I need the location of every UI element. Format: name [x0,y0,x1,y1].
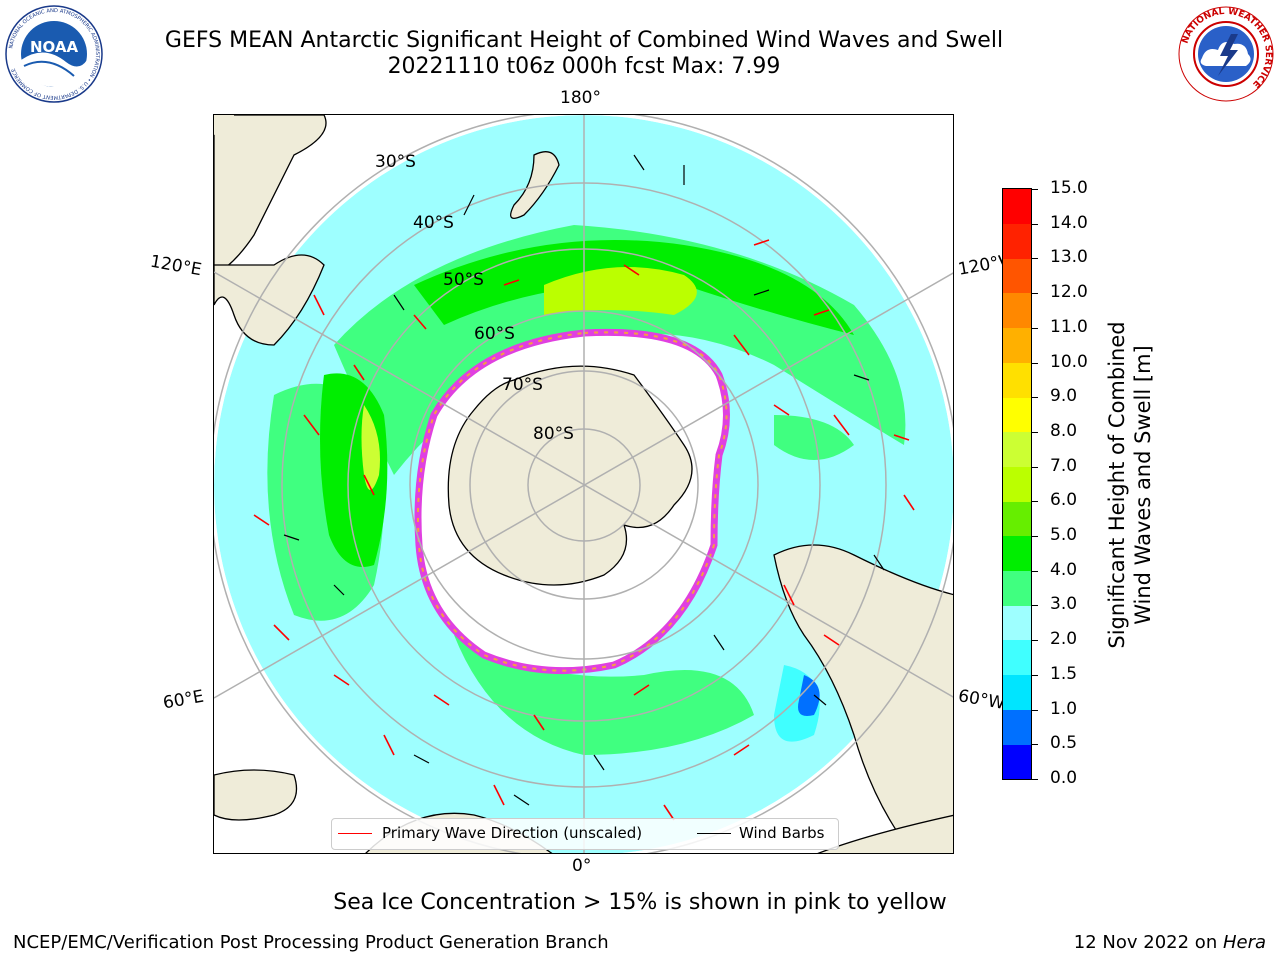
colorbar-tick-label: 11.0 [1050,316,1088,337]
colorbar-title-line1: Significant Height of Combined [1105,321,1129,649]
colorbar-tick [1032,674,1038,676]
lon-label-60e: 60°E [161,686,206,714]
colorbar-tick-label: 12.0 [1050,282,1088,303]
wave-arrows [253,239,915,821]
chart-title: GEFS MEAN Antarctic Significant Height o… [164,28,1004,53]
colorbar-title-line2: Wind Waves and Swell [m] [1131,345,1155,625]
map-panel [213,114,954,854]
colorbar-tick-label: 2.0 [1050,629,1078,650]
colorbar-tick [1032,709,1038,711]
lat-label-70s: 70°S [502,375,543,395]
colorbar-segment [1003,605,1031,641]
colorbar-title: Significant Height of Combined Wind Wave… [1104,275,1156,695]
australia-land [214,115,327,276]
noaa-logo: NOAA NATIONAL OCEANIC AND ATMOSPHERIC AD… [4,4,104,104]
footer-date-text: 12 Nov 2022 on [1073,932,1223,953]
colorbar-segment [1003,536,1031,572]
colorbar-tick [1032,223,1038,225]
legend-barb-line [697,833,731,834]
colorbar-tick-label: 10.0 [1050,351,1088,372]
colorbar-segment [1003,744,1031,780]
footer-date: 12 Nov 2022 on Hera [1074,932,1266,953]
south-america-land [773,544,953,853]
colorbar-tick [1032,466,1038,468]
colorbar-tick-label: 9.0 [1050,386,1078,407]
colorbar-tick-label: 15.0 [1050,178,1088,198]
colorbar-tick [1032,293,1038,295]
colorbar-tick-label: 7.0 [1050,455,1078,476]
footer-host: Hera [1222,932,1266,953]
colorbar-tick-label: 1.0 [1050,698,1078,719]
colorbar-segment [1003,466,1031,502]
wave-height-field [214,115,953,853]
colorbar-segment [1003,397,1031,433]
noaa-logo-text: NOAA [30,38,79,56]
lon-label-120w: 120°W [956,252,1006,280]
colorbar-segment [1003,258,1031,294]
lon-label-180: 180° [560,88,601,108]
sea-ice-note: Sea Ice Concentration > 15% is shown in … [333,890,947,915]
antarctica-land [447,365,693,586]
colorbar-tick [1032,501,1038,503]
colorbar [1002,188,1032,780]
colorbar-tick-label: 6.0 [1050,490,1078,511]
lat-label-80s: 80°S [533,424,574,444]
polar-map [214,115,953,853]
wind-barbs [283,154,885,806]
colorbar-tick [1032,536,1038,538]
colorbar-tick [1032,779,1038,780]
colorbar-tick-label: 0.5 [1050,733,1078,754]
legend-barb-label: Wind Barbs [739,824,825,842]
legend-wave-line [338,833,372,834]
colorbar-segment [1003,709,1031,745]
colorbar-tick [1032,189,1038,190]
colorbar-tick-label: 13.0 [1050,247,1088,268]
footer-credit: NCEP/EMC/Verification Post Processing Pr… [13,932,609,953]
new-zealand-land [510,151,560,219]
lon-label-60w: 60°W [956,686,1006,714]
colorbar-segment [1003,640,1031,676]
madagascar-land [214,769,298,821]
colorbar-tick-label: 14.0 [1050,212,1088,233]
colorbar-tick-label: 3.0 [1050,594,1078,615]
lat-label-40s: 40°S [413,213,454,233]
colorbar-segment [1003,327,1031,363]
lat-label-50s: 50°S [443,270,484,290]
colorbar-tick-label: 8.0 [1050,420,1078,441]
colorbar-tick [1032,744,1038,746]
colorbar-segment [1003,501,1031,537]
colorbar-tick [1032,640,1038,642]
colorbar-tick [1032,327,1038,329]
colorbar-tick-label: 5.0 [1050,525,1078,546]
colorbar-segment [1003,223,1031,259]
colorbar-segment [1003,189,1031,224]
colorbar-tick-label: 4.0 [1050,559,1078,580]
colorbar-tick [1032,362,1038,364]
colorbar-segment [1003,674,1031,710]
colorbar-segment [1003,431,1031,467]
colorbar-tick [1032,570,1038,572]
colorbar-segment [1003,362,1031,398]
lon-label-120e: 120°E [148,251,204,281]
sea-ice-edge [417,331,728,672]
lon-label-0: 0° [572,856,592,876]
lat-label-60s: 60°S [474,324,515,344]
nws-logo: NATIONAL WEATHER SERVICE [1176,4,1276,104]
colorbar-tick [1032,397,1038,399]
colorbar-segment [1003,570,1031,606]
chart-subtitle: 20221110 t06z 000h fcst Max: 7.99 [387,54,781,79]
colorbar-tick [1032,258,1038,260]
colorbar-tick-label: 0.0 [1050,768,1078,788]
map-legend: Primary Wave Direction (unscaled) Wind B… [331,818,839,850]
graticule [214,115,953,853]
colorbar-tick-label: 1.5 [1050,663,1078,684]
colorbar-segment [1003,293,1031,329]
colorbar-tick [1032,605,1038,607]
legend-wave-label: Primary Wave Direction (unscaled) [382,824,643,842]
lat-label-30s: 30°S [375,152,416,172]
colorbar-tick [1032,431,1038,433]
